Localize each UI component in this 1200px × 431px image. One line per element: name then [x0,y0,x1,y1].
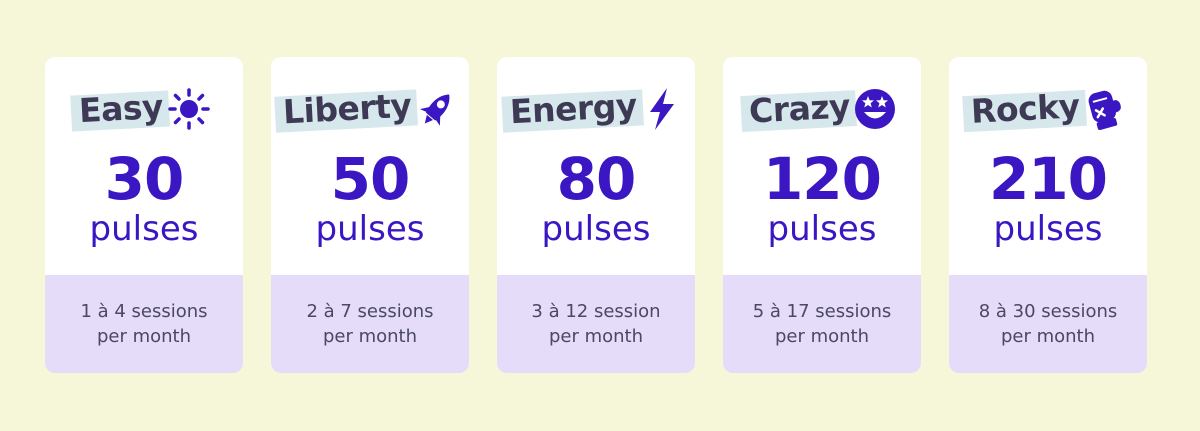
plan-name: Liberty [281,85,413,132]
card-top: Energy 80 pulses [497,57,695,275]
plan-cards: Easy 30 pulses [45,57,1147,373]
pulse-count: 50 [330,145,411,213]
pulse-count: 210 [988,145,1108,213]
plan-card-energy[interactable]: Energy 80 pulses 3 à 12 session per mont… [497,57,695,373]
title-row: Energy [497,85,695,133]
pulse-count: 120 [762,145,882,213]
sessions-period: per month [774,326,870,347]
sessions-period: per month [322,326,418,347]
plan-card-crazy[interactable]: Crazy 120 pulses 5 à 17 sessions per mon… [723,57,921,373]
card-top: Rocky 210 pulses [949,57,1147,275]
plan-title: Energy [500,85,644,133]
pulse-count: 30 [104,145,185,213]
plan-name: Energy [508,85,638,132]
pulse-unit: pulses [993,209,1103,249]
card-sessions: 2 à 7 sessions per month [271,275,469,373]
sessions-range: 3 à 12 session [531,301,661,322]
lightning-icon [650,88,675,130]
plan-name: Rocky [969,86,1081,131]
plan-name: Crazy [747,86,851,131]
card-top: Liberty 50 pulses [271,57,469,275]
plan-title: Easy [70,86,170,132]
pulse-unit: pulses [89,209,199,249]
sessions-range: 8 à 30 sessions [978,301,1118,322]
title-row: Easy [45,86,243,132]
sessions-range: 5 à 17 sessions [752,301,892,322]
pulse-unit: pulses [315,209,425,249]
card-sessions: 3 à 12 session per month [497,275,695,373]
sessions-range: 1 à 4 sessions [80,301,208,322]
sessions-period: per month [96,326,192,347]
plan-name: Easy [78,86,164,131]
title-row: Crazy [723,86,921,133]
sun-icon [168,88,210,130]
pulse-count: 80 [556,145,637,213]
plan-title: Liberty [274,85,419,133]
pulse-unit: pulses [541,209,651,249]
pulse-unit: pulses [767,209,877,249]
card-sessions: 5 à 17 sessions per month [723,275,921,373]
sessions-range: 2 à 7 sessions [306,301,434,322]
boxing-glove-icon [1088,90,1122,131]
title-row: Liberty [271,85,469,133]
plan-card-liberty[interactable]: Liberty 50 pulses 2 à 7 sessions per mon… [271,57,469,373]
card-sessions: 8 à 30 sessions per month [949,275,1147,373]
sessions-period: per month [548,326,644,347]
plan-card-rocky[interactable]: Rocky 210 pulses 8 à 30 sessions per mon… [949,57,1147,373]
plan-card-easy[interactable]: Easy 30 pulses [45,57,243,373]
sessions-period: per month [1000,326,1096,347]
plan-title: Rocky [961,86,1087,133]
card-top: Easy 30 pulses [45,57,243,275]
star-eyes-smiley-icon [855,89,896,129]
plan-title: Crazy [739,86,857,133]
card-top: Crazy 120 pulses [723,57,921,275]
rocket-icon [420,94,450,126]
title-row: Rocky [949,86,1147,133]
card-sessions: 1 à 4 sessions per month [45,275,243,373]
